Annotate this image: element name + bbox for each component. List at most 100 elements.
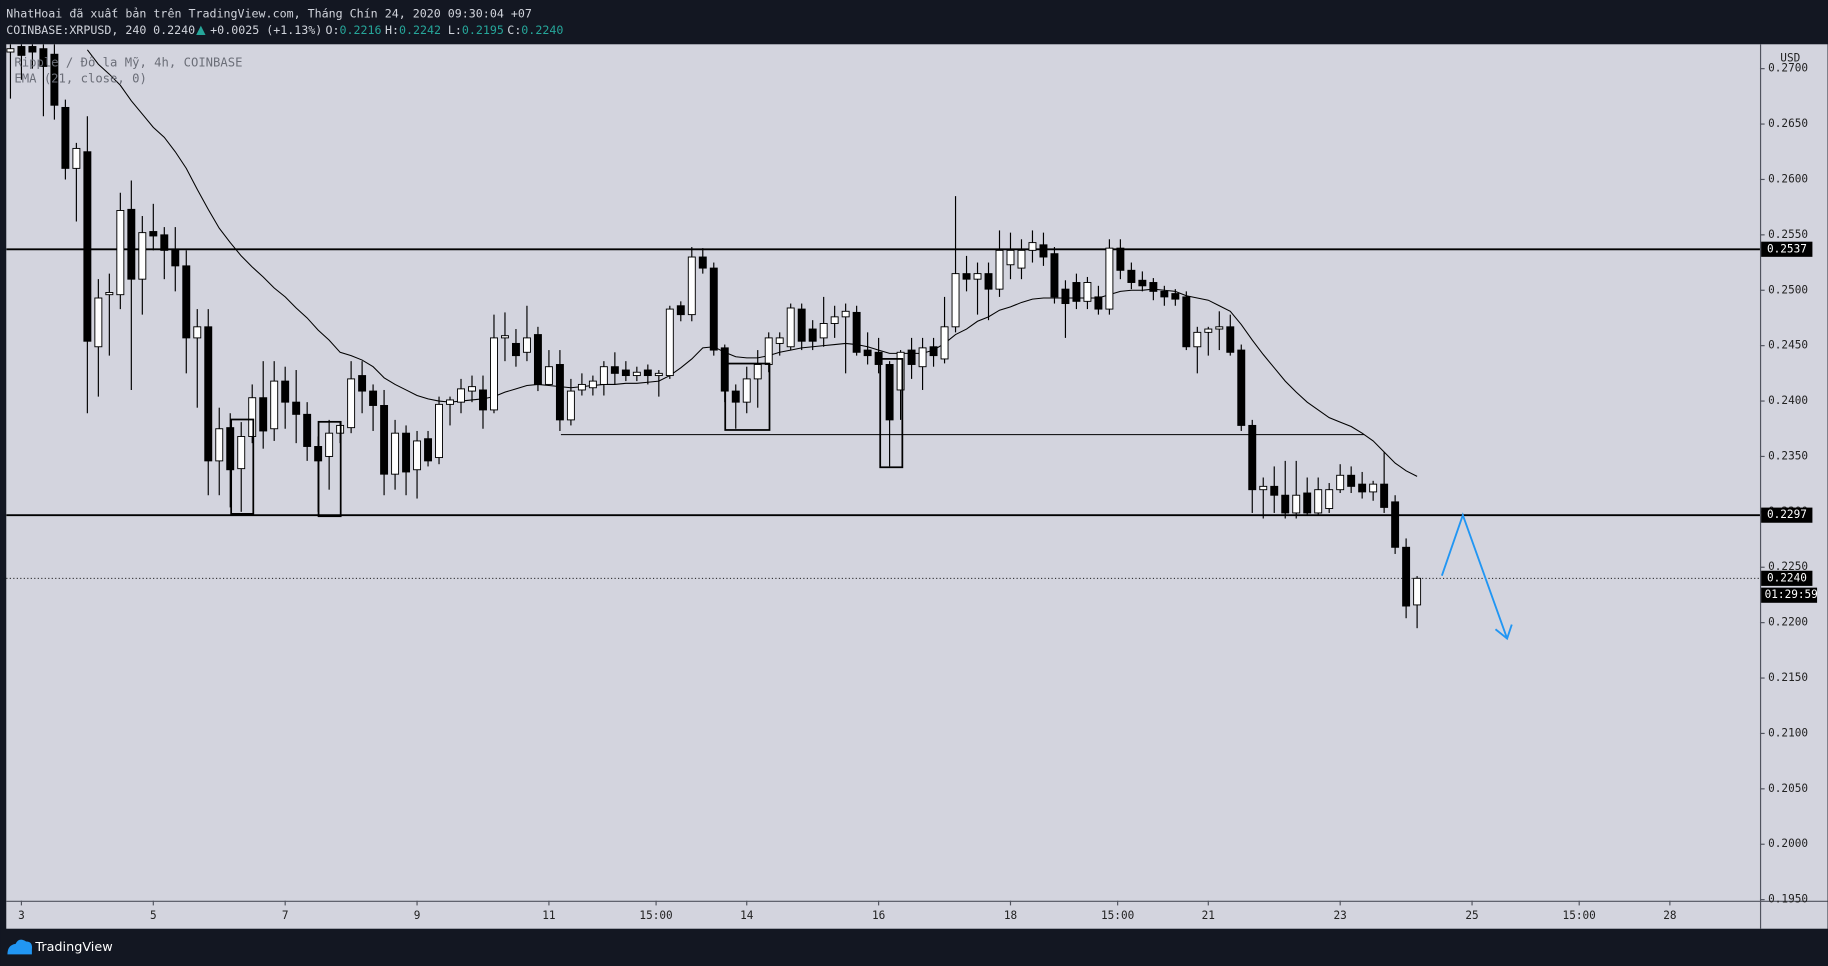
candle-body — [1061, 288, 1070, 305]
candle-body — [962, 273, 971, 280]
y-tick-label: 0.2000 — [1768, 837, 1808, 850]
candle-body — [885, 364, 894, 421]
up-triangle — [196, 25, 206, 35]
projection-arrow — [1440, 512, 1513, 641]
candle-body — [457, 388, 465, 403]
candle-body — [808, 328, 817, 342]
candle-body — [896, 351, 905, 391]
candle-body — [149, 231, 158, 237]
candle-body — [292, 401, 301, 415]
brand-icon — [7, 939, 33, 955]
candle-body — [1237, 349, 1246, 426]
candle-body — [479, 389, 487, 411]
x-tick-label: 14 — [740, 909, 754, 922]
price-tag — [1761, 241, 1813, 257]
candle-body — [182, 265, 191, 339]
countdown-tag — [1761, 587, 1818, 603]
close-value: 0.2240 — [521, 23, 563, 37]
price-tag — [1761, 570, 1813, 586]
y-tick-label: 0.2050 — [1768, 782, 1808, 795]
chart-title: Ripple / Đô la Mỹ, 4h, COINBASE — [14, 55, 242, 69]
y-tick-label: 0.2350 — [1768, 449, 1808, 462]
candle-body — [72, 147, 81, 169]
candle-body — [676, 305, 685, 316]
x-tick-label: 3 — [18, 909, 25, 922]
candle-body — [358, 375, 367, 392]
candle-body — [797, 308, 806, 342]
candle-body — [819, 323, 828, 339]
indicator-line — [86, 49, 1418, 477]
x-tick-label: 7 — [282, 909, 289, 922]
candle-body — [171, 249, 180, 267]
candle-body — [1171, 293, 1180, 300]
candle-body — [918, 347, 927, 368]
candle-body — [775, 337, 784, 344]
y-tick-label: 0.1950 — [1768, 893, 1808, 906]
candle-body — [1358, 483, 1367, 493]
candle-body — [1149, 282, 1158, 292]
last-price: 0.2240 — [153, 23, 195, 37]
candle-body — [1303, 492, 1312, 514]
candle-body — [764, 337, 773, 365]
arrow-head — [1494, 624, 1513, 641]
candle-body — [380, 405, 389, 475]
y-tick-label: 0.2500 — [1768, 283, 1808, 296]
candle-body — [665, 308, 674, 377]
candle-body — [907, 349, 916, 365]
candle-body — [490, 337, 498, 411]
candle-body — [1292, 494, 1301, 514]
box-drawing — [317, 420, 342, 518]
y-tick-label: 0.2700 — [1768, 62, 1808, 75]
candle-body — [621, 369, 630, 377]
candle-body — [841, 310, 850, 318]
y-tick-label: 0.2250 — [1768, 560, 1808, 573]
drawings — [230, 358, 1364, 518]
candle-body — [566, 390, 575, 421]
candle-body — [116, 210, 125, 296]
candle-body — [940, 326, 949, 360]
brand-name[interactable]: TradingView — [34, 940, 112, 955]
candle-body — [1402, 546, 1411, 607]
x-tick-label: 15:00 — [639, 909, 672, 922]
candle-body — [61, 106, 70, 169]
last-price-label: 0.2240 — [1767, 571, 1807, 584]
candle-body — [193, 326, 202, 339]
high-label: H: — [385, 23, 399, 37]
candle-body — [138, 232, 147, 280]
candle-body — [1369, 483, 1378, 493]
candle-body — [742, 378, 751, 403]
candle-body — [1116, 247, 1125, 271]
symbol: COINBASE:XRPUSD, 240 — [6, 23, 146, 37]
x-tick-label: 11 — [542, 909, 555, 922]
candle-body — [325, 432, 334, 457]
candle-body — [413, 440, 422, 471]
candle-body — [303, 413, 312, 447]
candle-body — [160, 234, 169, 251]
x-tick-label: 5 — [150, 909, 157, 922]
candle-body — [698, 256, 707, 269]
candle-body — [984, 273, 993, 290]
candle-body — [599, 366, 608, 385]
candle-body — [1006, 249, 1015, 266]
candle-body — [259, 397, 268, 432]
candle-body — [588, 380, 597, 389]
candle-body — [347, 378, 356, 429]
candle-body — [1270, 485, 1279, 496]
candle-body — [1050, 253, 1059, 298]
candle-body — [204, 326, 213, 462]
candle-body — [1215, 326, 1224, 330]
candle-body — [1204, 328, 1213, 333]
candle-body — [270, 380, 279, 430]
candle-body — [709, 267, 718, 351]
candle-body — [94, 297, 103, 348]
candle-body — [973, 273, 982, 280]
candle-body — [830, 316, 839, 324]
candle-body — [424, 438, 433, 462]
candle-body — [522, 337, 531, 353]
brand[interactable]: TradingView — [7, 939, 113, 955]
candle-body — [1083, 282, 1092, 302]
candle-body — [951, 273, 960, 328]
candle-body — [501, 335, 509, 339]
